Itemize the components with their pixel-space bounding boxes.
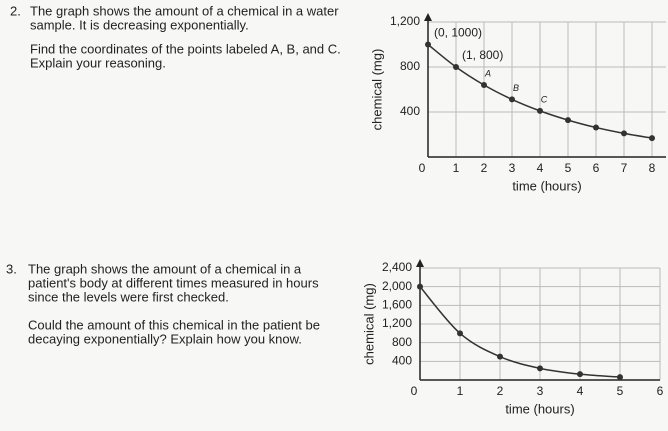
problem-question: Could the amount of this chemical in the… <box>28 317 320 332</box>
point <box>577 371 583 378</box>
y-axis-title: chemical (mg) <box>369 49 384 131</box>
problem-2: 2. The graph shows the amount of a chemi… <box>10 3 341 70</box>
point <box>457 330 463 337</box>
point-label: (0, 1000) <box>434 26 482 40</box>
x-tick-label: 2 <box>497 384 504 398</box>
point <box>453 64 459 70</box>
problem-number: 3. <box>6 261 17 276</box>
x-tick-label: 6 <box>593 161 600 175</box>
x-tick-label: 4 <box>537 161 544 175</box>
problem-question: Find the coordinates of the points label… <box>30 41 341 56</box>
problem-3: 3. The graph shows the amount of a chemi… <box>6 261 320 346</box>
problem-question: decaying exponentially? Explain how you … <box>28 331 302 346</box>
x-tick-label: 5 <box>617 384 624 398</box>
x-tick-label: 3 <box>509 161 516 175</box>
y-tick-label: 1,200 <box>390 14 420 28</box>
x-axis-title: time (hours) <box>512 178 581 193</box>
problem-text: since the levels were first checked. <box>28 289 229 304</box>
point-label: B <box>513 83 519 93</box>
y-tick-label: 400 <box>400 104 420 118</box>
x-tick-label: 7 <box>621 161 628 175</box>
y-axis-arrow <box>424 13 432 21</box>
point <box>417 283 423 290</box>
problem-text: sample. It is decreasing exponentially. <box>30 17 249 32</box>
problem-text: patient's body at different times measur… <box>28 275 319 290</box>
y-tick-label: 400 <box>392 354 412 368</box>
x-tick-label: 0 <box>419 161 426 175</box>
x-tick-label: 5 <box>565 161 572 175</box>
x-axis-title: time (hours) <box>505 401 574 416</box>
x-tick-label: 6 <box>657 384 664 398</box>
point <box>593 124 599 131</box>
x-tick-label: 2 <box>481 161 488 175</box>
x-tick-label: 1 <box>453 161 460 175</box>
point <box>537 107 543 114</box>
problem-number: 2. <box>10 3 21 18</box>
y-axis-arrow <box>416 259 424 267</box>
problem-text: The graph shows the amount of a chemical… <box>28 261 302 276</box>
y-axis-title: chemical (mg) <box>361 283 376 365</box>
x-tick-label: 3 <box>537 384 544 398</box>
y-tick-label: 1,600 <box>382 298 412 312</box>
y-tick-label: 1,200 <box>382 316 412 330</box>
point <box>621 130 627 137</box>
y-tick-label: 2,400 <box>382 260 412 274</box>
y-tick-label: 2,000 <box>382 279 412 293</box>
problem-text: The graph shows the amount of a chemical… <box>30 3 339 18</box>
point <box>497 353 503 360</box>
point-label: (1, 800) <box>462 48 503 62</box>
point-label: A <box>484 68 491 78</box>
y-tick-label: 800 <box>392 335 412 349</box>
y-tick-label: 800 <box>400 59 420 73</box>
point <box>537 365 543 372</box>
point <box>481 82 487 88</box>
x-tick-label: 4 <box>577 384 584 398</box>
x-tick-label: 8 <box>649 161 656 175</box>
problem-question: Explain your reasoning. <box>30 55 166 70</box>
x-tick-label: 1 <box>457 384 464 398</box>
x-tick-label: 0 <box>411 384 418 398</box>
point <box>509 96 515 103</box>
point <box>425 41 431 48</box>
point <box>617 374 623 381</box>
point <box>649 135 655 142</box>
curve <box>419 286 621 378</box>
point-label: C <box>541 94 548 104</box>
point <box>565 117 571 124</box>
